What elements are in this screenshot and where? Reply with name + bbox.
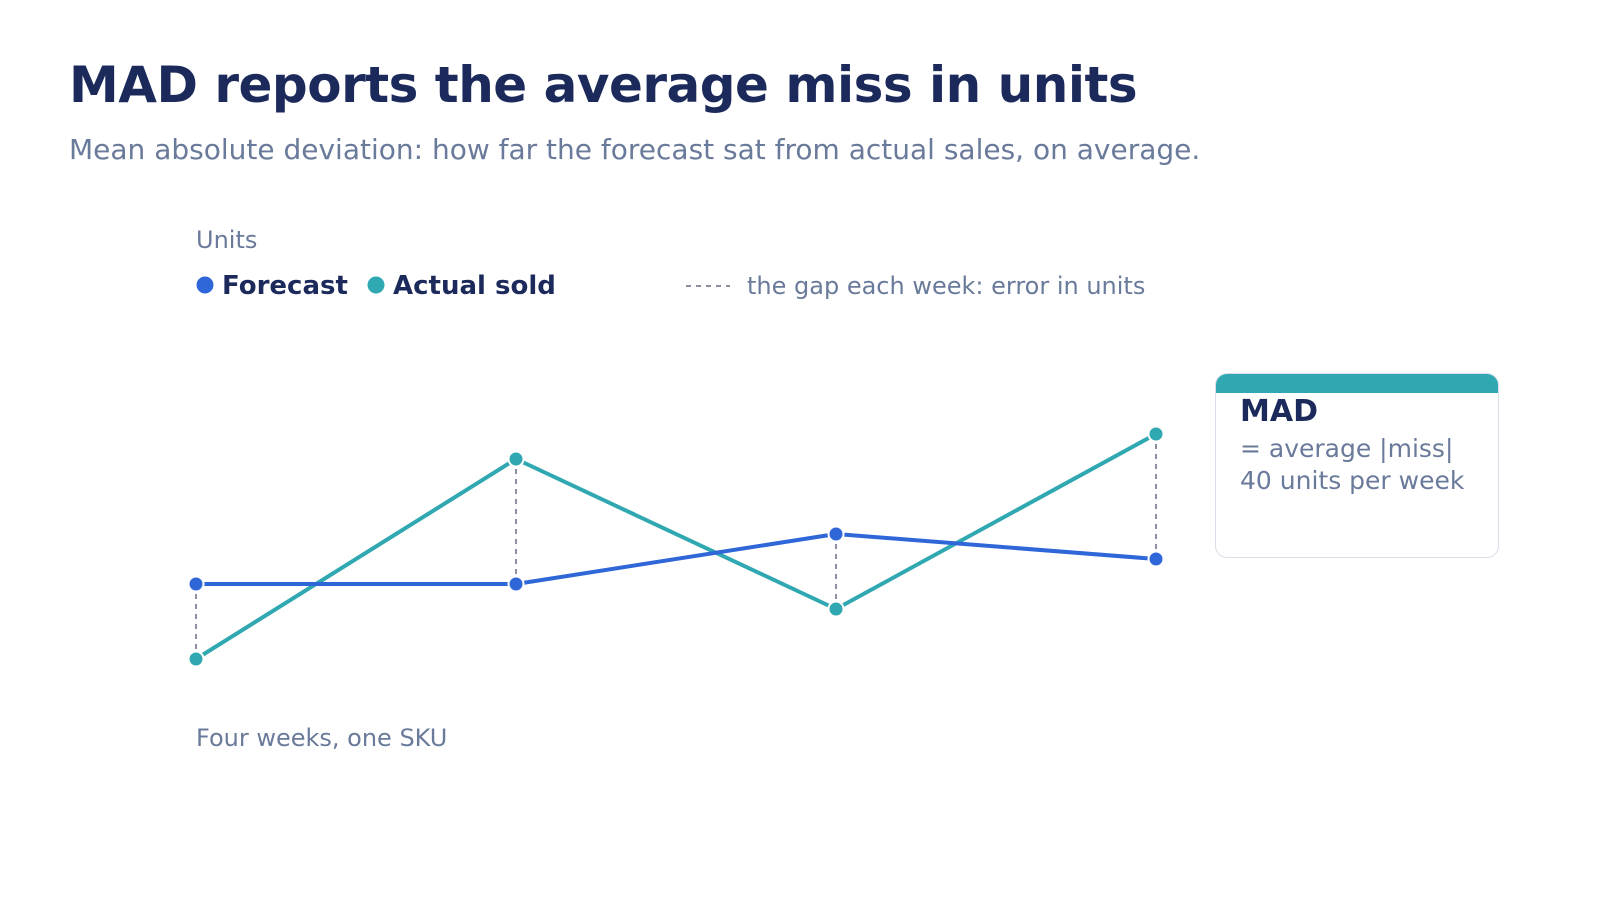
series-lines	[194, 432, 1157, 661]
legend-actual-swatch	[367, 276, 385, 294]
gap-lines	[195, 434, 1157, 659]
actual-point-3	[827, 600, 845, 618]
forecast-point-1	[187, 575, 205, 593]
actual-point-2	[507, 450, 525, 468]
actual-point-1	[187, 650, 205, 668]
chart-title: MAD reports the average miss in units	[69, 56, 1138, 114]
y-axis-label: Units	[196, 226, 257, 254]
actual-line	[194, 432, 1157, 661]
x-axis-label: Four weeks, one SKU	[196, 724, 447, 752]
legend-forecast-label: Forecast	[222, 271, 348, 301]
mad-card-formula: = average |miss|	[1240, 434, 1454, 463]
legend: Forecast Actual sold the gap each week: …	[196, 271, 1145, 301]
forecast-point-2	[507, 575, 525, 593]
legend-forecast-swatch	[196, 276, 214, 294]
mad-card-accent-bar	[1216, 374, 1498, 393]
forecast-line	[196, 532, 1157, 586]
forecast-point-3	[827, 525, 845, 543]
forecast-point-4	[1147, 550, 1165, 568]
mad-card-value: 40 units per week	[1240, 466, 1465, 495]
actual-point-4	[1147, 425, 1165, 443]
mad-card-title: MAD	[1240, 394, 1318, 429]
data-points	[187, 425, 1165, 668]
mad-callout-card: MAD = average |miss| 40 units per week	[1215, 373, 1499, 558]
legend-actual-label: Actual sold	[393, 271, 556, 301]
chart-subtitle: Mean absolute deviation: how far the for…	[69, 133, 1201, 166]
legend-gap-label: the gap each week: error in units	[747, 272, 1145, 300]
